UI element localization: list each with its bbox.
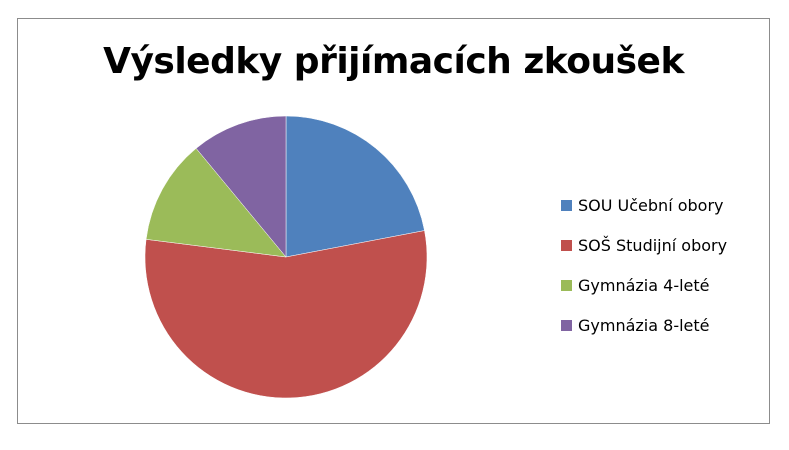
pie-slice-gymnazia-8 [195, 115, 287, 258]
legend-label-sou: SOU Učební obory [578, 195, 724, 215]
legend-item-gymnazia-8: Gymnázia 8-leté [561, 305, 766, 345]
legend-label-gymnazia-8: Gymnázia 8-leté [578, 315, 710, 335]
legend-swatch-gymnazia-8 [561, 319, 572, 331]
legend-swatch-gymnazia-4 [561, 279, 572, 291]
legend-item-sou: SOU Učební obory [561, 185, 766, 225]
chart-area: Výsledky přijímacích zkoušek SOU Učební … [17, 18, 770, 424]
pie-chart [144, 115, 428, 399]
chart-title: Výsledky přijímacích zkoušek [103, 41, 684, 82]
legend-swatch-sos [561, 239, 572, 251]
legend-swatch-sou [561, 199, 572, 211]
pie-slice-sos [144, 230, 428, 399]
pie-slice-sou [285, 115, 425, 258]
legend-item-sos: SOŠ Studijní obory [561, 225, 766, 265]
legend-label-sos: SOŠ Studijní obory [578, 235, 728, 255]
pie-slice-gymnazia-4 [145, 148, 287, 258]
legend: SOU Učební obory SOŠ Studijní obory Gymn… [561, 185, 766, 345]
legend-item-gymnazia-4: Gymnázia 4-leté [561, 265, 766, 305]
legend-label-gymnazia-4: Gymnázia 4-leté [578, 275, 710, 295]
